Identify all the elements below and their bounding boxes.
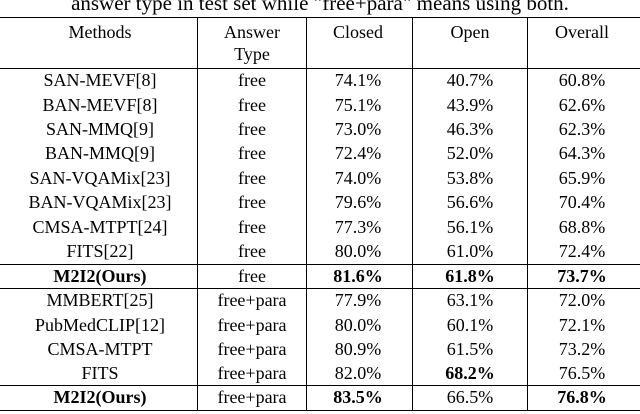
rule	[0, 68, 640, 69]
method-cell: SAN-MEVF[8]	[43, 70, 157, 90]
table-cell: 82.0%	[334, 363, 382, 383]
header-cell: Overall	[555, 22, 609, 42]
method-cell: FITS	[81, 363, 119, 383]
method-cell: MMBERT[25]	[46, 290, 154, 310]
caption: answer type in test set while "free+para…	[71, 0, 569, 15]
table-cell: 80.0%	[334, 241, 382, 261]
table-cell: free+para	[217, 315, 287, 335]
method-cell: PubMedCLIP[12]	[35, 315, 165, 335]
rule	[0, 264, 640, 265]
table-cell: 56.1%	[446, 217, 494, 237]
table-cell: 52.0%	[446, 143, 494, 163]
method-cell: SAN-VQAMix[23]	[29, 168, 171, 188]
table-cell: 65.9%	[558, 168, 606, 188]
header-cell: Open	[450, 22, 490, 42]
table-cell: free	[238, 95, 266, 115]
table-cell: 63.1%	[446, 290, 494, 310]
table-cell: free	[238, 217, 266, 237]
table-cell: 83.5%	[333, 387, 383, 407]
rule	[0, 385, 640, 386]
method-cell: BAN-MMQ[9]	[45, 143, 155, 163]
table-cell: 77.9%	[334, 290, 382, 310]
column-rule	[412, 17, 413, 410]
table-cell: 60.8%	[558, 70, 606, 90]
table-cell: 62.3%	[558, 119, 606, 139]
method-cell: BAN-MEVF[8]	[42, 95, 158, 115]
table-cell: free	[238, 192, 266, 212]
header-cell: Closed	[332, 22, 384, 42]
method-cell: CMSA-MTPT[24]	[32, 217, 168, 237]
table-cell: 40.7%	[446, 70, 494, 90]
table-cell: 43.9%	[446, 95, 494, 115]
table-cell: 73.7%	[557, 266, 607, 286]
rule	[0, 410, 640, 411]
table-cell: 76.5%	[558, 363, 606, 383]
table-cell: 79.6%	[334, 192, 382, 212]
table-cell: 68.2%	[445, 363, 495, 383]
table-cell: 77.3%	[334, 217, 382, 237]
method-cell: CMSA-MTPT	[47, 339, 153, 359]
method-cell: FITS[22]	[66, 241, 134, 261]
table-cell: 60.1%	[446, 315, 494, 335]
table-cell: free+para	[217, 363, 287, 383]
table-cell: 73.2%	[558, 339, 606, 359]
table-cell: 72.0%	[558, 290, 606, 310]
table-cell: 70.4%	[558, 192, 606, 212]
header-cell: Answer Type	[224, 22, 280, 64]
method-cell: SAN-MMQ[9]	[46, 119, 154, 139]
header-cell: Methods	[68, 22, 132, 42]
table-cell: 74.1%	[334, 70, 382, 90]
method-cell: M2I2(Ours)	[53, 266, 147, 286]
table-cell: 56.6%	[446, 192, 494, 212]
column-rule	[306, 17, 307, 410]
table-cell: 62.6%	[558, 95, 606, 115]
table-cell: free	[238, 143, 266, 163]
method-cell: M2I2(Ours)	[53, 387, 147, 407]
table-cell: free+para	[217, 387, 287, 407]
rule	[0, 288, 640, 289]
table-cell: 68.8%	[558, 217, 606, 237]
table-cell: 66.5%	[446, 387, 494, 407]
table-cell: 81.6%	[333, 266, 383, 286]
method-cell: BAN-VQAMix[23]	[28, 192, 172, 212]
table-cell: 61.5%	[446, 339, 494, 359]
table-cell: 72.4%	[334, 143, 382, 163]
table-cell: 61.8%	[445, 266, 495, 286]
table-cell: free	[238, 119, 266, 139]
table-cell: free+para	[217, 339, 287, 359]
table-cell: free	[238, 266, 266, 286]
table-cell: 46.3%	[446, 119, 494, 139]
table-cell: 76.8%	[557, 387, 607, 407]
table-cell: 74.0%	[334, 168, 382, 188]
table-cell: 72.4%	[558, 241, 606, 261]
table-cell: 80.9%	[334, 339, 382, 359]
table-cell: 80.0%	[334, 315, 382, 335]
column-rule	[527, 17, 528, 410]
table-cell: 73.0%	[334, 119, 382, 139]
table-cell: 75.1%	[334, 95, 382, 115]
column-rule	[197, 17, 198, 410]
table-cell: free+para	[217, 290, 287, 310]
table-cell: 61.0%	[446, 241, 494, 261]
table-cell: 64.3%	[558, 143, 606, 163]
table-cell: free	[238, 70, 266, 90]
table-cell: free	[238, 241, 266, 261]
table-cell: 53.8%	[446, 168, 494, 188]
table-cell: 72.1%	[558, 315, 606, 335]
table-cell: free	[238, 168, 266, 188]
rule	[0, 17, 640, 18]
